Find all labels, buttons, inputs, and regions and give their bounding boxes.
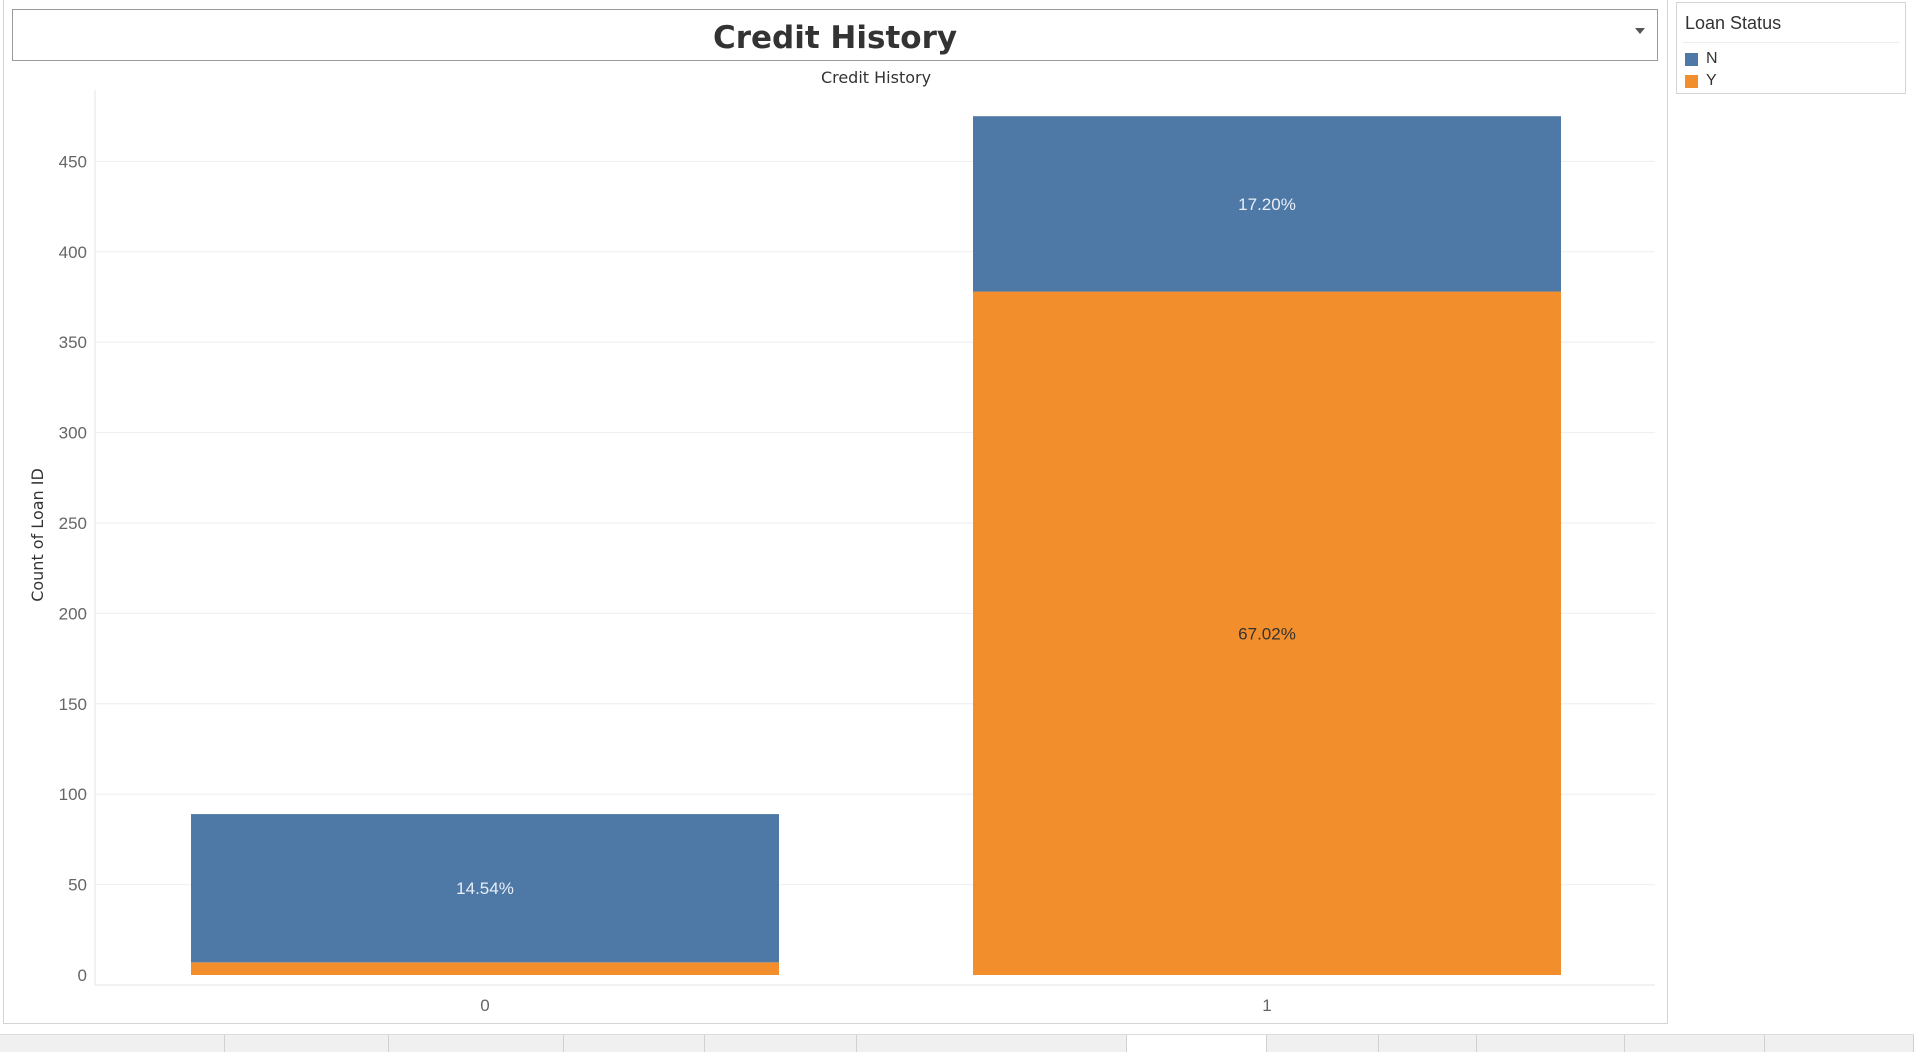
dashboard-title-box: Credit History (12, 9, 1658, 61)
sheet-tab-5[interactable] (705, 1035, 857, 1052)
loan-status-legend: Loan Status N Y (1676, 2, 1906, 94)
bar-n-1 (973, 116, 1561, 292)
sheet-tab-2[interactable] (225, 1035, 389, 1052)
bar-label-n-0: 14.54% (456, 879, 514, 898)
legend-item-y[interactable]: Y (1685, 71, 1717, 91)
sheet-tab-12[interactable] (1765, 1035, 1914, 1052)
y-tick-label-0: 0 (78, 966, 87, 985)
bar-y-1 (973, 291, 1561, 975)
sheet-tab-4[interactable] (564, 1035, 705, 1052)
bar-y-0 (191, 962, 779, 975)
dashboard-title: Credit History (712, 20, 958, 56)
x-tick-label-0: 0 (480, 996, 489, 1015)
stacked-bar-chart: 0 50 100 150 200 250 300 350 400 450 Credit Histor… (28, 68, 1655, 1015)
sheet-tab-3[interactable] (389, 1035, 564, 1052)
legend-swatch-y (1685, 74, 1698, 88)
bar-label-n-1: 17.20% (1238, 195, 1296, 214)
sheet-tab-7-active[interactable] (1127, 1035, 1267, 1052)
y-tick-label-100: 100 (59, 785, 87, 804)
y-tick-label-300: 300 (59, 424, 87, 443)
legend-swatch-n (1685, 52, 1698, 66)
chart-title: Credit History (821, 68, 931, 87)
sheet-tab-10[interactable] (1477, 1035, 1625, 1052)
sheet-tab-1[interactable] (42, 1035, 225, 1052)
y-tick-label-150: 150 (59, 695, 87, 714)
sheet-tab-6[interactable] (857, 1035, 1127, 1052)
title-menu-dropdown-icon[interactable] (1635, 28, 1645, 34)
legend-title: Loan Status (1685, 13, 1782, 33)
y-tick-label-250: 250 (59, 514, 87, 533)
y-tick-label-400: 400 (59, 243, 87, 262)
sheet-tab-8[interactable] (1267, 1035, 1379, 1052)
bar-label-y-1: 67.02% (1238, 624, 1296, 643)
y-tick-label-350: 350 (59, 333, 87, 352)
sheet-tab-11[interactable] (1625, 1035, 1765, 1052)
legend-label-y: Y (1706, 72, 1717, 89)
x-tick-label-1: 1 (1262, 996, 1271, 1015)
y-tick-label-450: 450 (59, 152, 87, 171)
legend-divider (1683, 42, 1899, 43)
y-tick-label-50: 50 (68, 876, 87, 895)
sheet-tab-bar (0, 1034, 1914, 1052)
legend-label-n: N (1706, 50, 1718, 67)
legend-item-n[interactable]: N (1685, 49, 1718, 69)
sheet-tab-9[interactable] (1379, 1035, 1477, 1052)
y-tick-label-200: 200 (59, 604, 87, 623)
y-axis-title: Count of Loan ID (28, 468, 47, 602)
bar-n-0 (191, 814, 779, 963)
